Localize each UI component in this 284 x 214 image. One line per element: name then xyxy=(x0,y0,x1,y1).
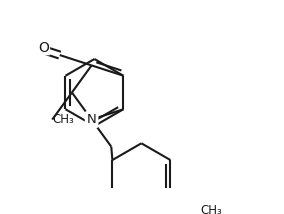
Text: N: N xyxy=(87,113,97,126)
Text: CH₃: CH₃ xyxy=(53,113,75,126)
Text: O: O xyxy=(39,41,49,55)
Text: CH₃: CH₃ xyxy=(200,204,222,214)
